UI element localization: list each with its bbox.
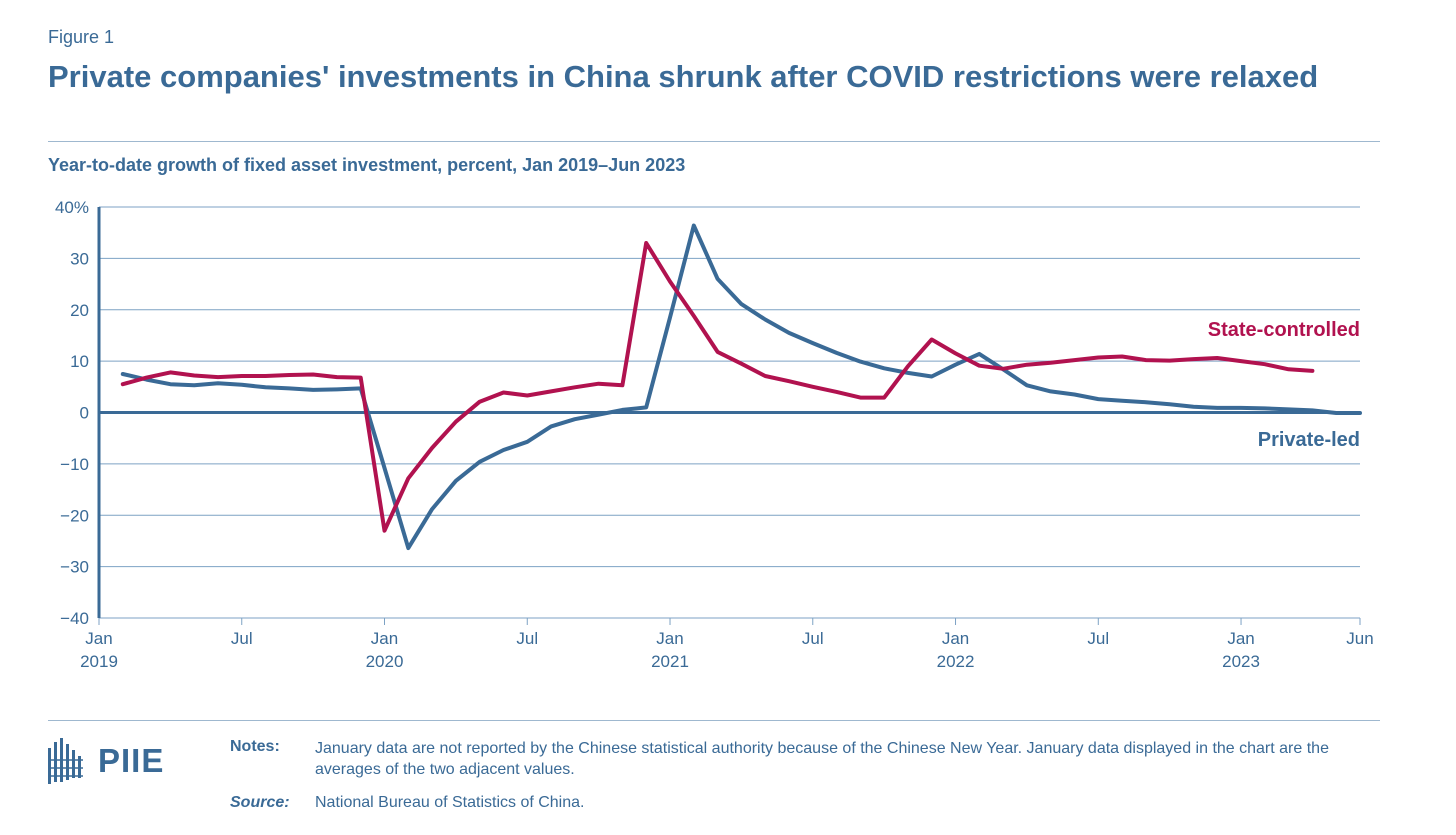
x-tick-label: Jul — [1087, 629, 1109, 648]
x-tick-year-label: 2022 — [937, 652, 975, 671]
y-tick-label: −30 — [60, 558, 89, 577]
source-label: Source: — [230, 794, 290, 811]
figure-label: Figure 1 — [48, 27, 115, 47]
piie-logo-icon — [48, 738, 83, 784]
series-lines — [120, 223, 1362, 551]
chart-subtitle: Year-to-date growth of fixed asset inves… — [48, 155, 686, 175]
x-tick-year-label: 2019 — [80, 652, 118, 671]
notes-text: January data are not reported by the Chi… — [315, 740, 1329, 778]
y-tick-label: −20 — [60, 506, 89, 525]
piie-logo-text: PIIE — [98, 742, 165, 779]
x-tick-label: Jan — [1227, 629, 1254, 648]
x-tick-label: Jan — [371, 629, 398, 648]
x-tick-year-label: 2020 — [366, 652, 404, 671]
footer-divider — [48, 720, 1380, 721]
y-tick-label: 10 — [70, 352, 89, 371]
x-tick-label: Jan — [85, 629, 112, 648]
x-tick-year-label: 2021 — [651, 652, 689, 671]
y-tick-label: 20 — [70, 301, 89, 320]
y-tick-label: −40 — [60, 609, 89, 628]
state-controlled-line — [120, 241, 1315, 533]
line-chart: −40 −30 −20 −10 0 10 20 30 40% Jan 2019 Jul Jan 2020… — [55, 198, 1374, 671]
y-tick-label: 0 — [80, 404, 89, 423]
title-divider — [48, 141, 1380, 142]
y-tick-label: 40% — [55, 198, 89, 217]
state-controlled-label: State-controlled — [1208, 319, 1360, 341]
y-axis-ticks: −40 −30 −20 −10 0 10 20 30 40% — [55, 198, 89, 628]
x-tick-label: Jan — [656, 629, 683, 648]
chart-title: Private companies' investments in China … — [48, 59, 1319, 94]
y-tick-label: 30 — [70, 249, 89, 268]
series-labels: State-controlled Private-led — [1208, 319, 1360, 451]
notes-label: Notes: — [230, 738, 280, 755]
x-tick-label: Jan — [942, 629, 969, 648]
x-tick-label: Jun — [1346, 629, 1373, 648]
private-led-label: Private-led — [1258, 429, 1360, 451]
x-tick-label: Jul — [231, 629, 253, 648]
x-axis-ticks: Jan 2019 Jul Jan 2020 Jul Jan 2021 Jul Jan 2022 Jul… — [80, 618, 1374, 671]
private-led-line — [120, 223, 1362, 551]
x-tick-year-label: 2023 — [1222, 652, 1260, 671]
grid-lines — [99, 206, 1360, 619]
x-tick-label: Jul — [802, 629, 824, 648]
x-tick-label: Jul — [516, 629, 538, 648]
source-text: National Bureau of Statistics of China. — [315, 794, 585, 811]
y-tick-label: −10 — [60, 455, 89, 474]
